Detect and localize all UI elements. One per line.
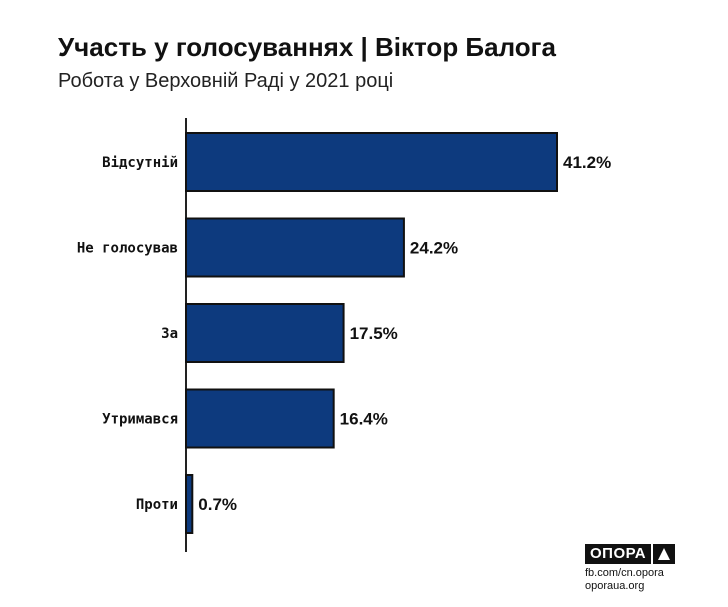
bars-layer: Відсутній 41.2% Не голосував 24.2% За 17.5% Ут… bbox=[77, 132, 611, 534]
footer-website: oporaua.org bbox=[585, 580, 645, 592]
bar-4 bbox=[185, 474, 194, 534]
bar-3 bbox=[185, 388, 335, 449]
bar-1 bbox=[185, 217, 405, 278]
value-label: 17.5% bbox=[350, 324, 398, 343]
footer-facebook: fb.com/cn.opora bbox=[585, 567, 664, 579]
bar-0 bbox=[185, 132, 558, 192]
bar-2 bbox=[185, 303, 345, 363]
value-label: 41.2% bbox=[563, 153, 611, 172]
triangle-icon bbox=[653, 544, 676, 564]
category-label: Проти bbox=[136, 497, 178, 513]
category-label: Не голосував bbox=[77, 241, 178, 257]
category-label: Утримався bbox=[102, 412, 178, 428]
opora-logo-text: ОПОРА bbox=[585, 544, 652, 564]
chart-title: Участь у голосуваннях | Віктор Балога bbox=[58, 32, 556, 62]
value-label: 24.2% bbox=[410, 239, 458, 258]
category-label: Відсутній bbox=[102, 155, 178, 171]
value-label: 16.4% bbox=[340, 410, 388, 429]
value-label: 0.7% bbox=[198, 495, 237, 514]
opora-logo: ОПОРА bbox=[585, 544, 676, 564]
chart-subtitle: Робота у Верховній Раді у 2021 році bbox=[58, 70, 394, 92]
category-label: За bbox=[161, 326, 178, 342]
